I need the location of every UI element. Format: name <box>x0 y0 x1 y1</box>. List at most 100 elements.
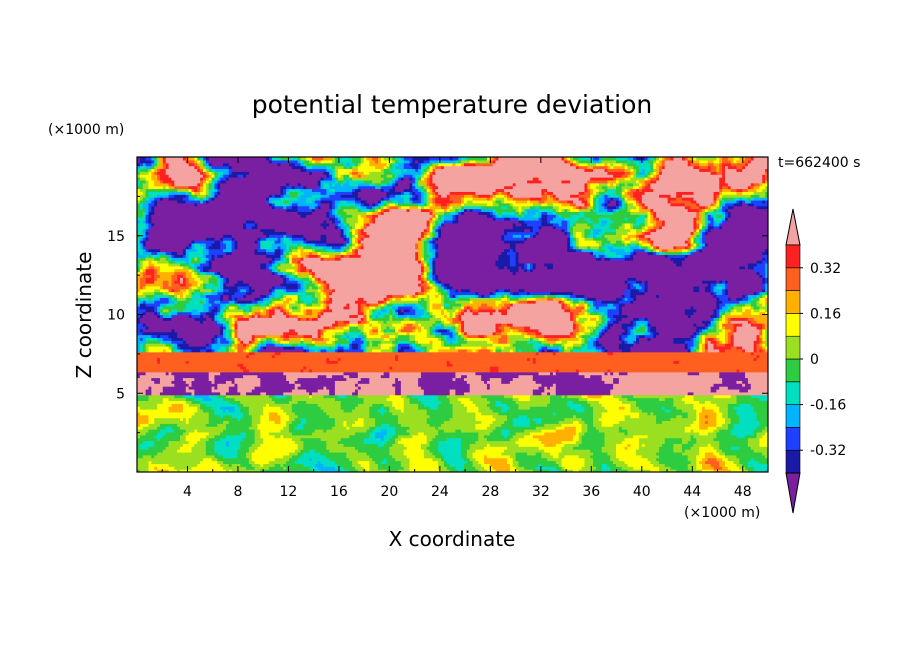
field-cell <box>349 343 353 347</box>
field-cell <box>154 208 287 213</box>
field-cell <box>535 231 540 235</box>
field-cell <box>690 242 695 247</box>
field-cell <box>630 240 640 244</box>
field-cell <box>352 343 359 347</box>
field-cell <box>223 323 227 327</box>
field-cell <box>515 340 528 344</box>
field-cell <box>509 334 525 339</box>
field-cell <box>214 443 227 447</box>
field-cell <box>185 340 213 344</box>
field-cell <box>495 288 499 293</box>
field-cell <box>340 437 365 442</box>
field-cell <box>334 222 339 227</box>
field-cell <box>615 228 631 233</box>
field-cell <box>750 403 768 407</box>
field-cell <box>168 291 175 296</box>
field-cell <box>409 343 413 347</box>
field-cell <box>633 254 666 258</box>
field-cell <box>501 297 508 301</box>
field-cell <box>223 285 238 290</box>
field-cell <box>432 451 442 456</box>
field-cell <box>412 328 416 333</box>
field-cell <box>205 346 213 350</box>
field-cell <box>544 334 571 339</box>
field-cell <box>145 234 150 238</box>
field-cell <box>475 449 505 453</box>
field-cell <box>449 311 454 316</box>
field-cell <box>762 291 766 296</box>
field-cell <box>538 371 551 376</box>
field-cell <box>380 328 385 333</box>
field-cell <box>613 423 692 427</box>
field-cell <box>461 449 468 453</box>
field-cell <box>681 409 697 413</box>
field-cell <box>438 214 442 218</box>
field-cell <box>191 240 195 244</box>
field-cell <box>529 357 534 361</box>
field-cell <box>567 234 571 238</box>
field-cell <box>719 305 723 310</box>
field-cell <box>145 283 164 287</box>
field-cell <box>641 228 646 233</box>
field-cell <box>607 254 623 258</box>
field-cell <box>395 343 399 347</box>
field-cell <box>254 251 267 255</box>
field-cell <box>223 314 227 318</box>
field-cell <box>584 463 594 467</box>
field-cell <box>389 394 402 399</box>
field-cell <box>713 222 720 227</box>
field-cell <box>463 311 474 316</box>
field-cell <box>137 242 141 247</box>
field-cell <box>524 265 528 270</box>
field-cell <box>208 260 213 264</box>
field-cell <box>604 317 608 321</box>
field-cell <box>225 348 230 353</box>
field-cell <box>354 248 359 253</box>
field-cell <box>541 417 565 422</box>
field-cell <box>240 400 276 404</box>
field-cell <box>455 314 459 318</box>
field-cell <box>644 323 649 327</box>
field-cell <box>320 294 327 298</box>
field-cell <box>225 325 230 330</box>
field-cell <box>507 305 511 310</box>
field-cell <box>750 311 760 316</box>
field-cell <box>289 274 296 278</box>
field-cell <box>656 414 677 419</box>
field-cell <box>225 423 253 427</box>
field-cell <box>552 222 560 227</box>
field-cell <box>392 454 408 459</box>
field-cell <box>438 449 462 453</box>
field-cell <box>240 337 253 341</box>
field-cell <box>180 262 190 267</box>
field-cell <box>386 431 396 436</box>
field-cell <box>357 380 370 384</box>
field-cell <box>237 346 247 350</box>
field-cell <box>274 420 282 424</box>
field-cell <box>137 254 147 258</box>
field-cell <box>180 346 207 350</box>
field-cell <box>550 451 560 456</box>
field-cell <box>550 394 563 399</box>
field-cell <box>159 308 164 313</box>
field-cell <box>518 348 522 353</box>
field-cell <box>145 265 150 270</box>
field-cell <box>214 305 218 310</box>
field-cell <box>326 248 336 253</box>
field-cell <box>243 348 247 353</box>
field-cell <box>452 340 459 344</box>
field-cell <box>475 403 488 407</box>
field-cell <box>415 340 419 344</box>
field-cell <box>343 423 347 427</box>
field-cell <box>595 257 603 261</box>
field-cell <box>461 429 494 433</box>
field-cell <box>472 400 491 404</box>
field-cell <box>306 268 310 273</box>
field-cell <box>357 305 362 310</box>
field-cell <box>495 469 511 472</box>
field-cell <box>220 371 284 376</box>
field-cell <box>314 463 325 467</box>
field-cell <box>507 297 511 301</box>
field-cell <box>587 300 591 304</box>
field-cell <box>604 251 617 255</box>
